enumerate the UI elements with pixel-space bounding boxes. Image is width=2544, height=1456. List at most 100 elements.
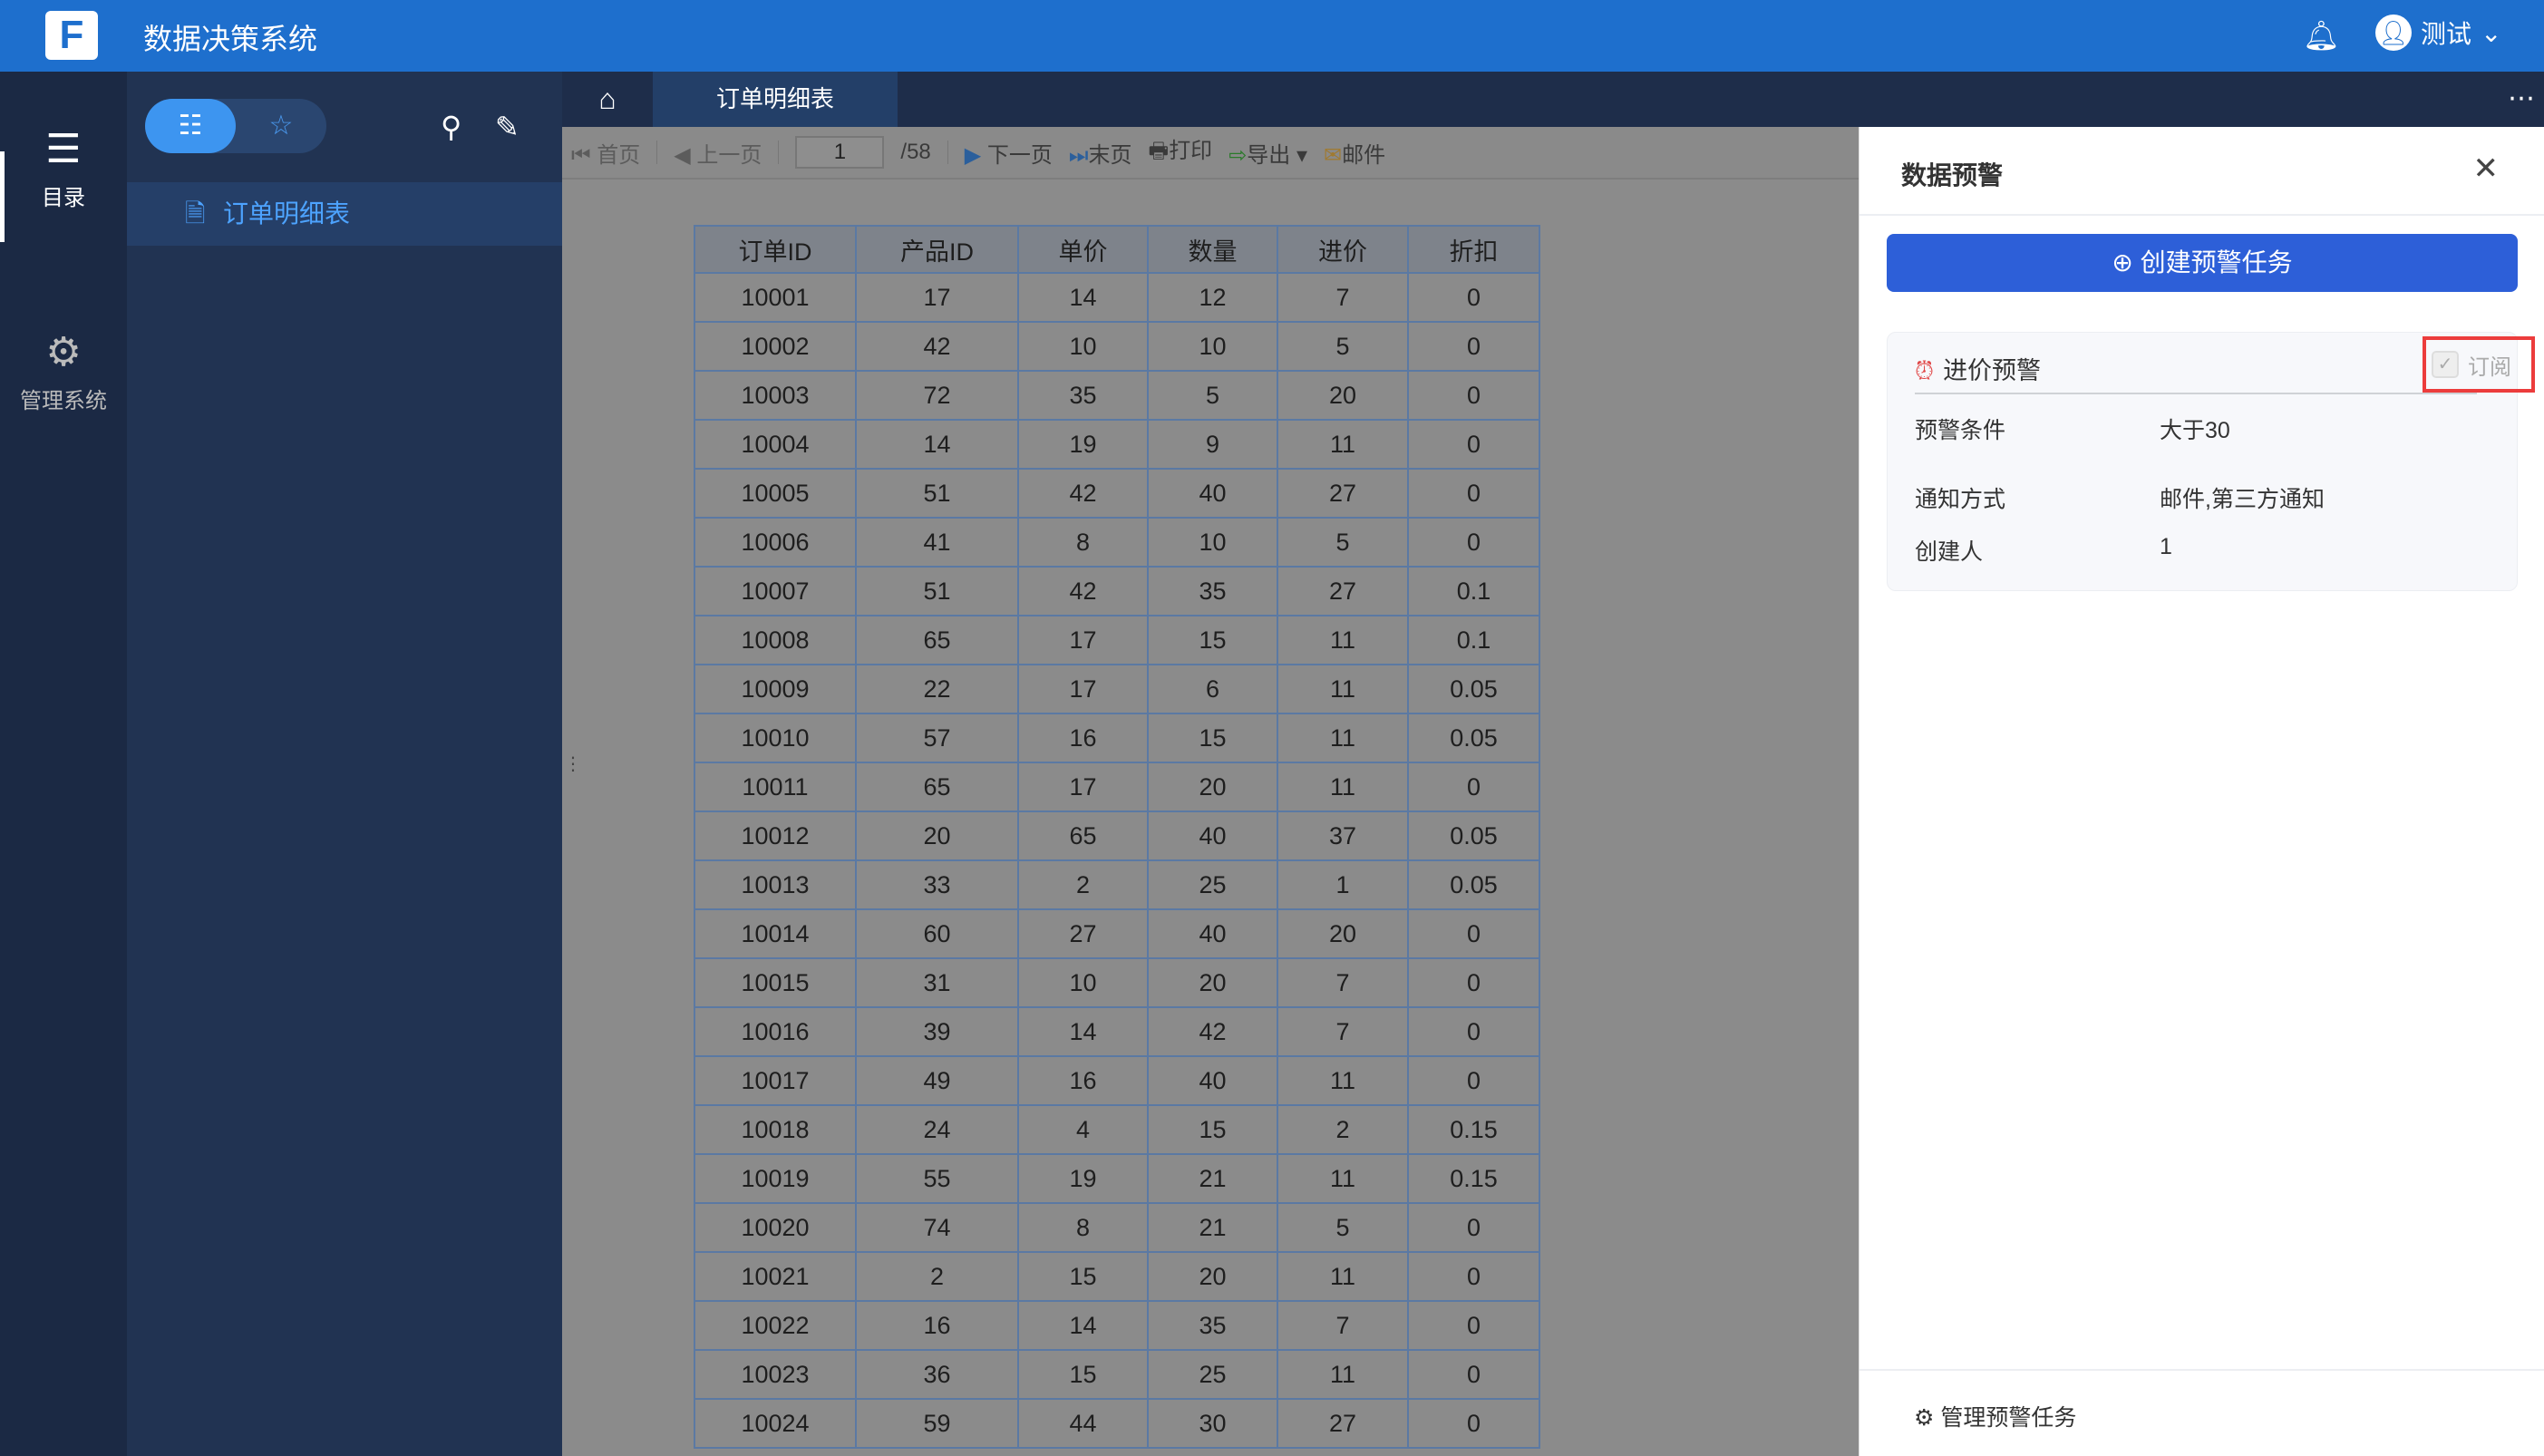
table-cell: 55 (855, 1153, 1019, 1204)
table-cell: 5 (1147, 370, 1278, 421)
table-cell: 36 (855, 1349, 1019, 1400)
pin-icon[interactable]: ✎ (495, 111, 519, 143)
table-cell: 1 (1277, 859, 1409, 910)
close-icon[interactable]: ✕ (2472, 151, 2500, 186)
table-cell: 20 (1147, 1251, 1278, 1302)
order-table: 订单ID 产品ID 单价 数量 进价 折扣 10001 17 14 12 7 0 10002 42 10 1… (694, 225, 1540, 1449)
star-icon[interactable]: ☆ (268, 111, 294, 141)
table-cell: 15 (1147, 713, 1278, 763)
table-cell: 10011 (694, 762, 857, 812)
report-area: 订单ID 产品ID 单价 数量 进价 折扣 10001 17 14 12 7 0 10002 42 10 1… (562, 180, 1859, 1456)
table-cell: 0 (1407, 908, 1540, 959)
table-cell: 0 (1407, 1055, 1540, 1106)
column-header: 产品ID (855, 225, 1019, 274)
table-cell: 0 (1407, 1349, 1540, 1400)
table-cell: 65 (1017, 811, 1149, 861)
resize-handle[interactable]: ⋮ (564, 754, 582, 774)
tab-bar: ⌂ 订单明细表 ⋯ (562, 72, 2544, 127)
table-cell: 8 (1017, 1202, 1149, 1253)
table-cell: 39 (855, 1006, 1019, 1057)
alarm-icon: ⏰︎ (1915, 357, 1935, 384)
table-cell: 14 (1017, 1300, 1149, 1351)
next-page-button[interactable]: ▶ 下一页 (964, 142, 1053, 168)
app-logo: F (45, 11, 98, 60)
table-cell: 20 (1147, 762, 1278, 812)
table-cell: 37 (1277, 811, 1409, 861)
table-cell: 25 (1147, 1349, 1278, 1400)
table-cell: 11 (1277, 664, 1409, 714)
manage-alerts-link[interactable]: ⚙ 管理预警任务 (1859, 1369, 2544, 1456)
bell-icon[interactable]: 🔔︎ (2303, 19, 2340, 52)
create-alert-button[interactable]: ⊕ 创建预警任务 (1887, 234, 2518, 292)
list-icon[interactable]: ☷ (145, 99, 236, 153)
column-header: 订单ID (694, 225, 857, 274)
table-row: 10022 16 14 35 7 0 (694, 1300, 1540, 1351)
table-cell: 40 (1147, 1055, 1278, 1106)
subscribe-checkbox[interactable]: ✓ 订阅 (2423, 336, 2535, 393)
table-cell: 10020 (694, 1202, 857, 1253)
column-header: 单价 (1017, 225, 1149, 274)
more-icon[interactable]: ⋯ (2508, 83, 2535, 113)
table-cell: 40 (1147, 811, 1278, 861)
search-icon[interactable]: ⚲ (441, 111, 462, 143)
table-cell: 11 (1277, 713, 1409, 763)
table-cell: 10022 (694, 1300, 857, 1351)
table-cell: 20 (1277, 370, 1409, 421)
sidebar: ☷ ☆ ⚲ ✎ 🗎 订单明细表 (127, 72, 562, 1456)
table-cell: 2 (1017, 859, 1149, 910)
first-page-button[interactable]: ⏮ 首页 (571, 142, 641, 168)
page-number-input[interactable]: 1 (795, 136, 885, 169)
table-cell: 6 (1147, 664, 1278, 714)
table-cell: 41 (855, 517, 1019, 568)
table-cell: 10 (1147, 321, 1278, 372)
column-header: 进价 (1277, 225, 1409, 274)
table-cell: 20 (1277, 908, 1409, 959)
user-menu[interactable]: 👤︎ 测试 ⌄ (2375, 15, 2501, 51)
table-row: 10011 65 17 20 11 0 (694, 762, 1540, 812)
table-row: 10023 36 15 25 11 0 (694, 1349, 1540, 1400)
table-row: 10009 22 17 6 11 0.05 (694, 664, 1540, 714)
table-row: 10019 55 19 21 11 0.15 (694, 1153, 1540, 1204)
table-cell: 10010 (694, 713, 857, 763)
check-icon: ✓ (2432, 351, 2459, 378)
table-cell: 0.15 (1407, 1153, 1540, 1204)
table-cell: 5 (1277, 1202, 1409, 1253)
table-cell: 11 (1277, 1153, 1409, 1204)
table-cell: 11 (1277, 1251, 1409, 1302)
table-cell: 0 (1407, 957, 1540, 1008)
table-row: 10021 2 15 20 11 0 (694, 1251, 1540, 1302)
nav-rail: ☰ 目录 ⚙ 管理系统 (0, 72, 127, 1456)
mail-button[interactable]: ✉邮件 (1324, 142, 1386, 168)
print-button[interactable]: 🖶︎打印 (1148, 139, 1213, 163)
prev-page-button[interactable]: ◀ 上一页 (674, 142, 762, 168)
rail-item-catalog[interactable]: ☰ 目录 (0, 126, 127, 211)
chevron-down-icon: ⌄ (2481, 18, 2502, 47)
alert-card: ⏰︎ 进价预警 ✓ 订阅 预警条件 大于30 通知方式 邮件,第三方通知 创建人 1 (1887, 332, 2535, 591)
table-cell: 11 (1277, 419, 1409, 470)
table-cell: 21 (1147, 1153, 1278, 1204)
home-icon[interactable]: ⌂ (598, 83, 617, 115)
table-cell: 72 (855, 370, 1019, 421)
last-page-button[interactable]: ⏭末页 (1068, 142, 1132, 168)
table-cell: 0.1 (1407, 615, 1540, 665)
table-cell: 65 (855, 762, 1019, 812)
table-cell: 40 (1147, 908, 1278, 959)
table-row: 10002 42 10 10 5 0 (694, 321, 1540, 372)
table-cell: 0.05 (1407, 664, 1540, 714)
table-row: 10008 65 17 15 11 0.1 (694, 615, 1540, 665)
table-cell: 9 (1147, 419, 1278, 470)
table-cell: 10008 (694, 615, 857, 665)
table-cell: 12 (1147, 272, 1278, 323)
gear-icon: ⚙ (45, 330, 82, 374)
table-cell: 7 (1277, 1006, 1409, 1057)
sidebar-item-order-detail[interactable]: 🗎 订单明细表 (127, 182, 562, 246)
table-cell: 15 (1147, 615, 1278, 665)
table-row: 10020 74 8 21 5 0 (694, 1202, 1540, 1253)
table-cell: 0.15 (1407, 1104, 1540, 1155)
tab-order-detail[interactable]: 订单明细表 (653, 72, 898, 127)
table-cell: 0 (1407, 370, 1540, 421)
table-cell: 10021 (694, 1251, 857, 1302)
export-button[interactable]: ⇨导出 ▾ (1228, 142, 1308, 168)
table-cell: 14 (1017, 1006, 1149, 1057)
rail-item-admin[interactable]: ⚙ 管理系统 (0, 329, 127, 414)
